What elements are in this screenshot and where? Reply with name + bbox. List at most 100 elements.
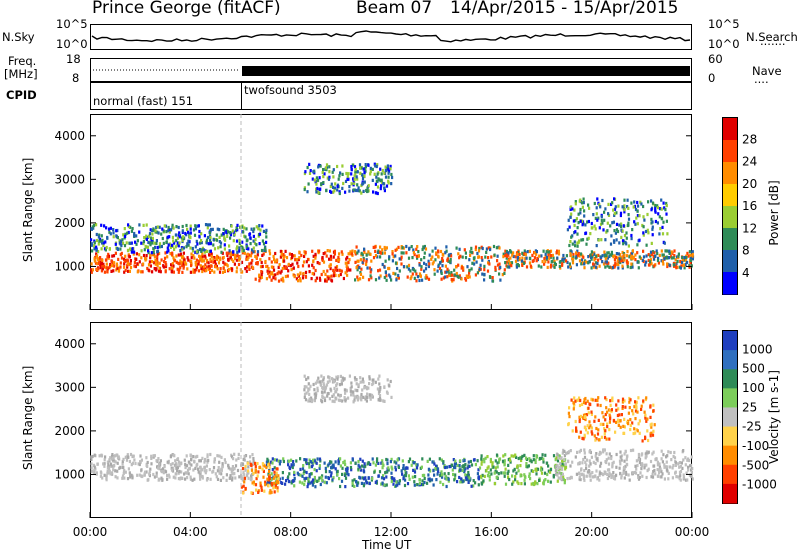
heatmap-cell — [608, 472, 611, 476]
heatmap-cell — [145, 456, 148, 460]
heatmap-cell — [205, 464, 208, 468]
colorbar-tick-label: 1000 — [742, 342, 773, 356]
heatmap-cell — [142, 262, 145, 266]
heatmap-cell — [620, 474, 623, 478]
heatmap-cell — [182, 237, 185, 241]
heatmap-cell — [156, 245, 159, 250]
heatmap-cell — [191, 478, 194, 482]
heatmap-cell — [290, 458, 293, 462]
heatmap-cell — [104, 240, 107, 244]
heatmap-cell — [365, 259, 368, 264]
heatmap-cell — [372, 256, 376, 260]
heatmap-cell — [477, 249, 481, 253]
heatmap-cell — [146, 235, 149, 239]
heatmap-cell — [502, 252, 505, 256]
heatmap-cell — [653, 464, 656, 468]
heatmap-cell — [455, 271, 458, 276]
heatmap-cell — [514, 475, 517, 479]
heatmap-cell — [331, 465, 334, 469]
heatmap-cell — [338, 477, 341, 481]
heatmap-cell — [581, 201, 584, 205]
heatmap-cell — [313, 388, 316, 392]
heatmap-cell — [483, 278, 486, 282]
heatmap-cell — [670, 250, 673, 254]
heatmap-cell — [645, 419, 648, 423]
heatmap-cell — [630, 201, 633, 205]
heatmap-cell — [156, 230, 159, 234]
heatmap-cell — [569, 464, 572, 468]
heatmap-cell — [220, 455, 223, 459]
heatmap-cell — [684, 456, 687, 460]
heatmap-cell — [576, 226, 579, 230]
heatmap-cell — [611, 266, 614, 270]
heatmap-cell — [90, 455, 93, 459]
heatmap-cell — [632, 205, 635, 209]
heatmap-cell — [337, 375, 340, 379]
heatmap-cell — [517, 456, 520, 461]
heatmap-cell — [304, 275, 308, 279]
heatmap-cell — [189, 259, 192, 263]
heatmap-cell — [564, 462, 567, 466]
heatmap-cell — [512, 254, 515, 259]
heatmap-cell — [442, 482, 445, 487]
heatmap-cell — [231, 267, 234, 271]
heatmap-cell — [487, 256, 490, 260]
heatmap-cell — [212, 260, 215, 264]
heatmap-cell — [602, 422, 605, 426]
heatmap-cell — [474, 273, 477, 277]
heatmap-cell — [319, 187, 322, 191]
heatmap-cell — [377, 398, 380, 402]
heatmap-cell — [535, 252, 538, 256]
heatmap-cell — [238, 246, 241, 250]
heatmap-cell — [114, 469, 117, 473]
heatmap-cell — [353, 250, 357, 254]
heatmap-cell — [184, 462, 187, 466]
heatmap-cell — [415, 247, 418, 251]
heatmap-cell — [291, 479, 294, 483]
heatmap-cell — [179, 477, 182, 481]
heatmap-cell — [629, 256, 633, 260]
heatmap-cell — [343, 388, 346, 392]
heatmap-cell — [644, 456, 647, 460]
heatmap-cell — [623, 425, 626, 429]
heatmap-cell — [415, 466, 419, 470]
heatmap-cell — [618, 257, 621, 261]
heatmap-cell — [102, 462, 105, 466]
heatmap-cell — [307, 376, 310, 380]
heatmap-cell — [505, 249, 508, 254]
heatmap-cell — [355, 175, 358, 179]
heatmap-cell — [598, 478, 601, 482]
heatmap-cell — [572, 255, 575, 259]
heatmap-cell — [305, 476, 308, 480]
heatmap-cell — [174, 459, 177, 463]
heatmap-cell — [101, 263, 104, 267]
heatmap-cell — [277, 481, 280, 485]
heatmap-cell — [201, 248, 204, 252]
heatmap-cell — [329, 184, 332, 189]
heatmap-cell — [243, 478, 246, 482]
heatmap-cell — [440, 277, 443, 281]
heatmap-cell — [443, 472, 446, 476]
heatmap-cell — [205, 249, 209, 253]
heatmap-cell — [576, 249, 579, 253]
heatmap-cell — [142, 223, 145, 227]
heatmap-cell — [241, 249, 244, 253]
heatmap-cell — [158, 251, 161, 256]
heatmap-cell — [661, 259, 664, 264]
heatmap-cell — [108, 458, 111, 462]
heatmap-cell — [656, 204, 659, 208]
heatmap-cell — [432, 483, 435, 487]
cpid-label: CPID — [6, 88, 37, 102]
heatmap-cell — [509, 262, 512, 266]
heatmap-cell — [189, 246, 192, 250]
heatmap-cell — [303, 479, 306, 483]
heatmap-cell — [556, 256, 559, 260]
heatmap-cell — [357, 467, 360, 471]
heatmap-cell — [178, 235, 181, 239]
heatmap-cell — [148, 232, 152, 236]
heatmap-cell — [494, 267, 497, 272]
heatmap-cell — [367, 250, 370, 254]
heatmap-cell — [525, 462, 528, 466]
heatmap-cell — [383, 275, 386, 280]
heatmap-cell — [256, 250, 260, 254]
